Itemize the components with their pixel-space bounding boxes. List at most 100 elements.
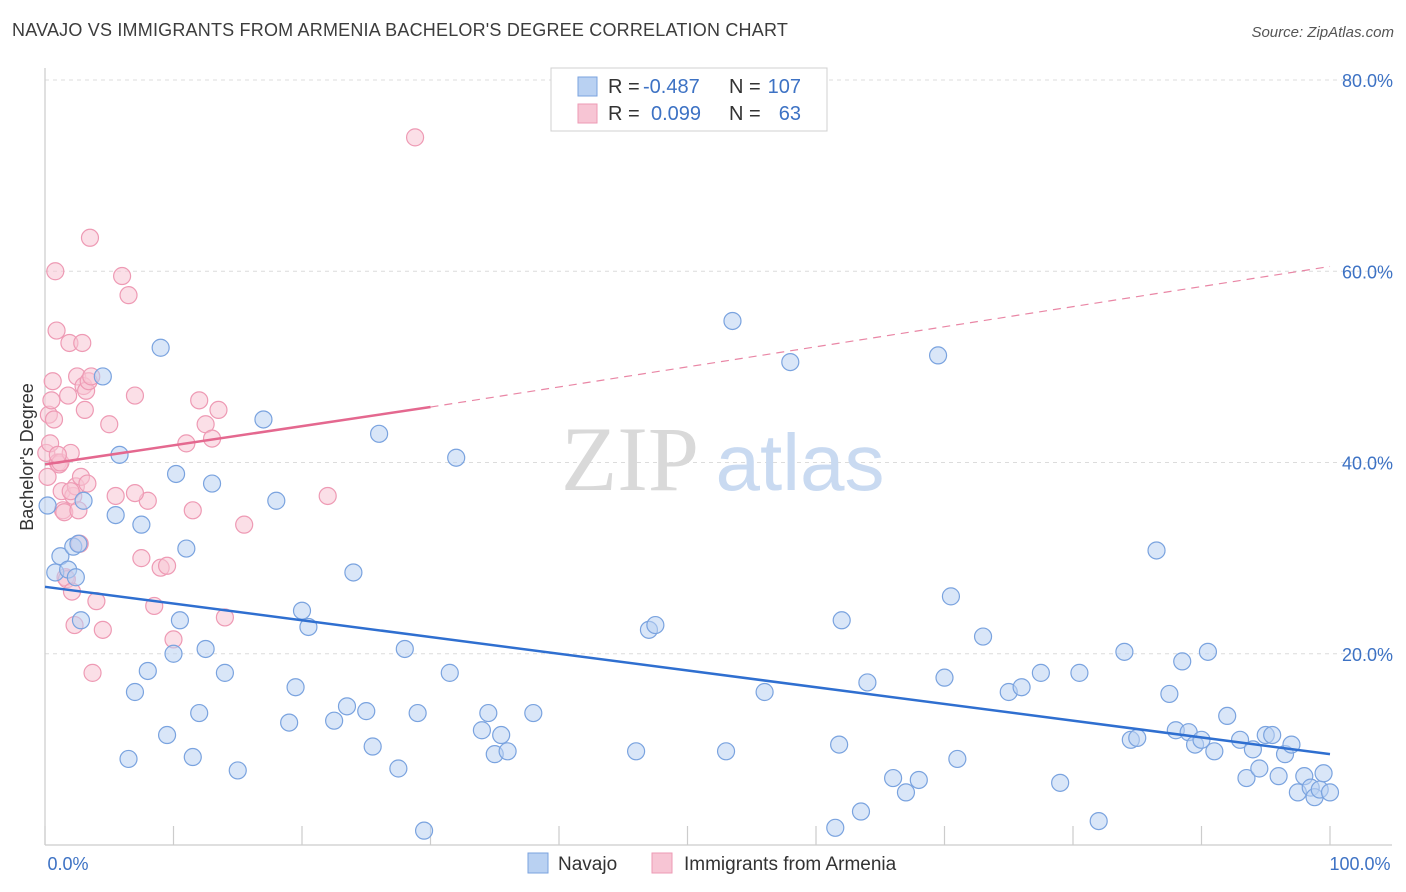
navajo-point-67 [928,346,948,365]
armenia-point-48 [157,556,177,575]
armenia-point-1 [38,467,57,486]
navajo-point-87 [1192,730,1211,749]
navajo-point-31 [286,678,305,697]
armenia-point-56 [215,608,234,627]
gridlines [45,79,1392,655]
watermark-atlas: atlas [716,418,885,507]
navajo-point-17 [157,725,177,745]
navajo-point-75 [1051,773,1070,792]
armenia-points [37,128,425,682]
stats-legend-r-label-armenia: R = [608,103,640,125]
navajo-point-8 [74,491,93,510]
stats-legend-n-label-navajo: N = [729,76,761,98]
x-tick-label-min: 0.0% [47,854,88,874]
navajo-point-55 [716,742,736,761]
navajo-point-50 [498,742,517,761]
armenia-point-42 [119,286,138,305]
series-legend: Navajo Immigrants from Armenia [527,852,897,875]
navajo-point-36 [344,563,363,582]
stats-legend-r-label-navajo: R = [608,76,640,98]
navajo-point-5 [66,568,85,587]
navajo-point-90 [1218,706,1237,726]
x-tick-label-max: 100.0% [1329,854,1390,874]
navajo-point-71 [973,627,993,646]
navajo-point-43 [414,821,434,840]
stats-legend-swatch-armenia [577,103,598,124]
navajo-point-38 [363,737,382,756]
armenia-trendline [44,405,431,466]
armenia-point-5 [43,372,62,391]
armenia-point-44 [132,549,151,568]
navajo-trendline [44,585,1331,756]
chart-source: Source: ZipAtlas.com [1251,24,1394,41]
armenia-point-39 [100,415,119,434]
armenia-point-32 [78,474,97,493]
stats-legend-n-value-armenia: 63 [779,103,801,125]
navajo-points [38,311,1340,840]
stats-legend-n-value-navajo: 107 [768,76,801,98]
y-tick-label-20: 20.0% [1342,645,1393,665]
navajo-point-41 [395,639,414,659]
navajo-point-37 [357,702,376,721]
navajo-point-34 [325,711,344,730]
navajo-point-2 [51,547,70,566]
series-legend-swatch-navajo [527,852,549,874]
armenia-point-17 [59,386,78,405]
navajo-point-82 [1160,684,1179,704]
watermark-zip: ZIP [561,408,699,510]
navajo-point-59 [826,818,845,837]
navajo-point-66 [909,770,928,790]
armenia-point-8 [47,321,66,340]
navajo-point-62 [851,802,871,821]
navajo-point-0 [38,496,57,515]
navajo-point-26 [215,663,234,682]
navajo-point-92 [1237,768,1256,788]
navajo-point-61 [832,611,851,630]
navajo-point-20 [170,611,190,630]
navajo-point-106 [1320,783,1340,802]
navajo-point-27 [228,761,247,780]
stats-legend-r-value-navajo: -0.487 [643,76,700,98]
navajo-point-6 [69,534,88,553]
navajo-point-25 [202,474,222,493]
armenia-point-7 [46,262,65,281]
navajo-point-68 [935,668,954,687]
series-legend-label-armenia: Immigrants from Armenia [684,854,897,875]
armenia-point-61 [61,482,80,501]
navajo-point-49 [492,725,511,745]
armenia-point-62 [125,484,145,503]
navajo-point-21 [177,539,196,558]
navajo-point-40 [389,759,408,778]
navajo-point-73 [1012,678,1031,697]
armenia-point-38 [93,620,112,639]
navajo-point-12 [119,749,138,769]
armenia-trendline-extension [430,265,1331,408]
navajo-point-47 [479,703,498,723]
navajo-point-9 [93,367,112,386]
armenia-point-58 [318,486,337,506]
navajo-point-10 [106,505,125,525]
armenia-point-28 [73,333,92,353]
navajo-point-29 [267,491,286,510]
navajo-point-97 [1269,767,1288,786]
armenia-point-6 [44,410,64,429]
navajo-point-15 [138,661,157,681]
watermark: ZIP atlas [561,408,884,510]
navajo-point-24 [196,639,215,659]
armenia-point-52 [190,391,209,410]
navajo-point-57 [755,682,774,702]
chart-title: NAVAJO VS IMMIGRANTS FROM ARMENIA BACHEL… [12,20,789,40]
navajo-point-60 [830,735,849,754]
navajo-point-45 [447,448,466,467]
armenia-point-55 [209,400,228,420]
navajo-point-84 [1173,652,1192,671]
armenia-point-59 [405,128,425,147]
navajo-point-94 [1250,759,1269,778]
stats-legend-r-value-armenia: 0.099 [651,103,701,125]
armenia-point-34 [80,228,100,247]
navajo-point-105 [1314,764,1333,783]
navajo-point-80 [1128,728,1147,748]
armenia-point-36 [83,663,102,682]
navajo-point-89 [1205,742,1224,761]
armenia-point-43 [125,386,145,405]
